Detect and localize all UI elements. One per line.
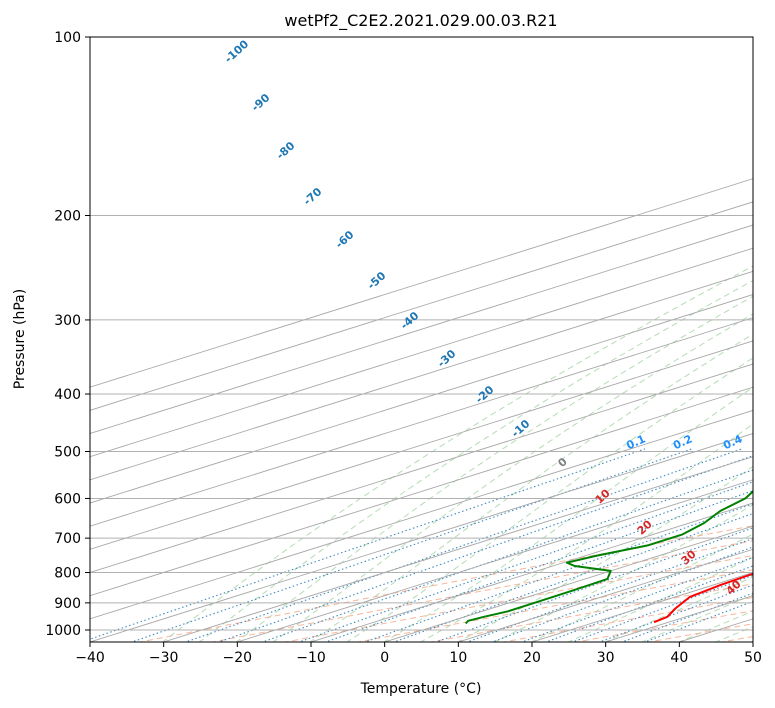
mixing-ratio-line [90, 448, 646, 640]
y-tick-label: 300 [54, 313, 81, 329]
mixing-ratio-line [184, 448, 742, 642]
isotherm-line [90, 270, 753, 481]
isotherm-line [90, 340, 753, 550]
moist-adiabat [235, 295, 753, 642]
isotherm-line [90, 247, 753, 458]
plot-lines: 0.10.20.40.611.52346810131620253036-100-… [90, 37, 753, 642]
dry-adiabat [428, 583, 753, 642]
y-tick-label: 100 [54, 30, 81, 46]
dry-adiabat [210, 540, 753, 642]
series [464, 490, 753, 625]
isotherm-line [90, 317, 753, 527]
moist-adiabat [493, 504, 753, 642]
mixing-ratio-line [544, 565, 753, 642]
isotherm-line [162, 456, 753, 642]
x-tick-label: 0 [380, 650, 389, 666]
dewpoint-profile [464, 490, 753, 625]
x-tick-label: 40 [670, 650, 688, 666]
x-tick-label: −20 [223, 650, 253, 666]
x-tick-label: 30 [597, 650, 615, 666]
x-tick-label: 50 [744, 650, 762, 666]
x-tick-label: −30 [149, 650, 179, 666]
y-tick-label: 1000 [45, 623, 81, 639]
y-tick-label: 600 [54, 491, 81, 507]
mixing-ratio-line [490, 546, 753, 642]
mixing-ratio-line [434, 527, 753, 642]
y-tick-label: 900 [54, 596, 81, 612]
skewed-isotherms [90, 178, 753, 642]
isotherm-line [90, 433, 753, 642]
mixing-ratio-line [297, 481, 753, 642]
isotherm-line [90, 363, 753, 573]
x-tick-label: 10 [449, 650, 467, 666]
isotherm-line [90, 201, 753, 411]
plot-frame [89, 36, 754, 643]
y-tick-label: 500 [54, 444, 81, 460]
isobars [90, 37, 753, 631]
y-tick-label: 800 [54, 566, 81, 582]
isotherm-line [235, 479, 753, 642]
x-axis-label: Temperature (°C) [360, 681, 482, 697]
moist-adiabat [161, 265, 753, 642]
y-axis-label: Pressure (hPa) [12, 289, 28, 389]
y-tick-label: 700 [54, 531, 81, 547]
chart-title: wetPf2_C2E2.2021.029.00.03.R21 [284, 11, 557, 31]
y-tick-label: 400 [54, 387, 81, 403]
mixing-ratio-line [130, 448, 692, 642]
x-tick-label: 20 [523, 650, 541, 666]
plot-area [90, 37, 753, 642]
y-tick-label: 200 [54, 209, 81, 225]
isotherm-line [90, 178, 753, 388]
x-tick-label: −10 [296, 650, 326, 666]
moist-adiabat [604, 576, 753, 642]
moist-adiabat [419, 423, 753, 642]
y-axis-ticks: 100 200 300 400 500 600 700 800 900 1000 [45, 30, 90, 639]
x-tick-label: −40 [75, 650, 105, 666]
moist-adiabat [272, 313, 753, 642]
isotherm-line [383, 525, 753, 642]
isotherm-line [90, 294, 753, 504]
isotherm-line [90, 224, 753, 434]
mixing-ratio-line [520, 556, 753, 642]
dry-adiabat [355, 569, 753, 642]
isotherm-line [309, 502, 753, 642]
dry-adiabats [137, 525, 753, 642]
mixing-ratio-line [571, 574, 753, 642]
isotherm-line [90, 409, 753, 620]
mixing-ratio-line [324, 490, 753, 642]
isotherm-line [90, 386, 753, 597]
moist-adiabat [198, 279, 753, 642]
x-axis-ticks: −40 −30 −20 −10 0 10 20 30 40 50 [75, 642, 762, 666]
dry-adiabat [137, 525, 753, 642]
moist-adiabat [382, 386, 753, 642]
